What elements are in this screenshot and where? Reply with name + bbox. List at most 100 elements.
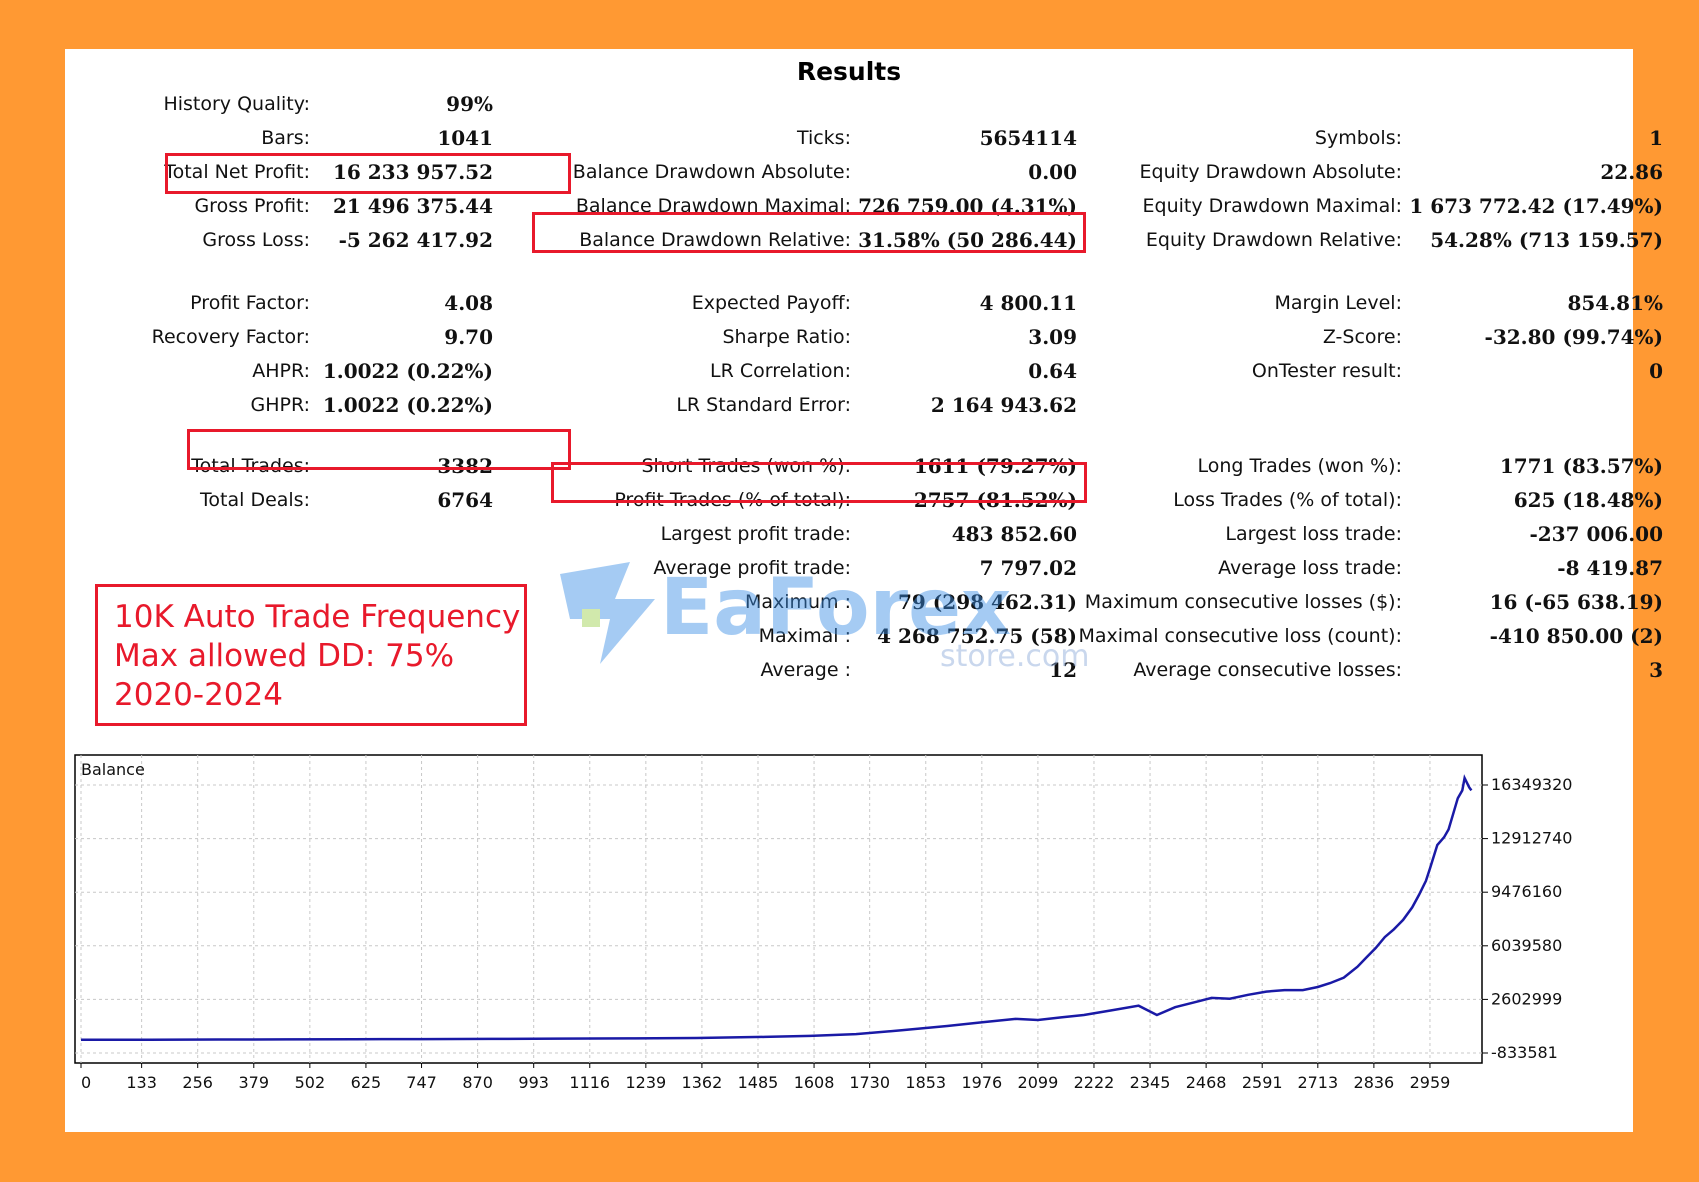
col2-value: 5654114: [979, 126, 1077, 150]
col3-value: 1 673 772.42 (17.49%): [1409, 194, 1663, 218]
x-tick-label: 379: [239, 1073, 270, 1092]
col2-value: 31.58% (50 286.44): [858, 228, 1077, 252]
x-tick-label: 1730: [849, 1073, 890, 1092]
col3-value: 16 (-65 638.19): [1489, 590, 1663, 614]
col3-value: 22.86: [1600, 160, 1663, 184]
col2-value: 0.64: [1028, 359, 1077, 383]
balance-series-line: [81, 774, 1473, 1042]
col3-label: Average loss trade:: [1218, 557, 1402, 579]
plot-frame: [74, 754, 1483, 1064]
x-tick-label: 0: [81, 1073, 91, 1092]
note-line-3: 2020-2024: [114, 677, 283, 713]
x-tick-label: 1239: [625, 1073, 666, 1092]
col1-value: 3382: [437, 454, 493, 478]
col2-value: 7 797.02: [979, 556, 1077, 580]
col1-label: AHPR:: [252, 360, 310, 382]
col2-value: 12: [1049, 658, 1077, 682]
col3-value: 3: [1649, 658, 1663, 682]
col3-label: Margin Level:: [1274, 292, 1403, 314]
x-tick-label: 256: [182, 1073, 213, 1092]
highlight-profit-trades: [551, 462, 1087, 503]
x-axis-ticks: 0 133 256 379 502 625 747 870 993 1116 1239 1362 148…: [80, 1063, 1451, 1092]
col3-label: Maximum consecutive losses ($):: [1084, 591, 1402, 613]
highlight-total-net-profit: [165, 153, 571, 194]
x-tick-label: 2836: [1354, 1073, 1395, 1092]
x-tick-label: 2345: [1130, 1073, 1171, 1092]
report-panel: Results History Quality: 99% Bars: 1041 Tota…: [65, 49, 1663, 1132]
x-tick-label: 1976: [961, 1073, 1002, 1092]
col2-label: Maximum :: [744, 591, 851, 613]
col2-label: Average :: [760, 659, 851, 681]
col2-label: Balance Drawdown Maximal:: [575, 195, 851, 217]
col3-value: 1: [1649, 126, 1663, 150]
col1-value: -5 262 417.92: [338, 228, 493, 252]
col2-label: Sharpe Ratio:: [722, 326, 851, 348]
col1-label: Profit Factor:: [190, 292, 310, 314]
col1-label: Total Trades:: [191, 455, 310, 477]
col3-value: 1771 (83.57%): [1499, 454, 1663, 478]
col3-label: Loss Trades (% of total):: [1173, 489, 1402, 511]
history-quality-label: History Quality:: [163, 93, 310, 115]
col2-label: Average profit trade:: [653, 557, 851, 579]
col2-value: 4 268 752.75 (58): [877, 624, 1077, 648]
col1-value: 6764: [437, 488, 493, 512]
x-tick-label: 1116: [569, 1073, 610, 1092]
col2-label: Short Trades (won %):: [641, 455, 851, 477]
x-tick-label: 1362: [682, 1073, 723, 1092]
col1-label: Gross Profit:: [194, 195, 310, 217]
col1-value: 9.70: [444, 325, 493, 349]
col3-label: Z-Score:: [1322, 326, 1402, 348]
col1-value: 4.08: [444, 291, 493, 315]
x-tick-label: 870: [462, 1073, 493, 1092]
col1-label: Recovery Factor:: [151, 326, 310, 348]
col2-value: 4 800.11: [979, 291, 1077, 315]
col3-label: OnTester result:: [1251, 360, 1402, 382]
col2-label: Balance Drawdown Absolute:: [572, 161, 851, 183]
col1-value: 1.0022 (0.22%): [322, 359, 493, 383]
x-tick-label: 1608: [794, 1073, 835, 1092]
col3-value: -32.80 (99.74%): [1484, 325, 1663, 349]
col3-label: Average consecutive losses:: [1133, 659, 1402, 681]
y-tick-label: 2602999: [1491, 989, 1562, 1008]
chart-title: Balance: [81, 760, 145, 779]
col3-label: Long Trades (won %):: [1197, 455, 1402, 477]
chart-grid: [75, 755, 1482, 1063]
col2-label: Ticks:: [796, 127, 851, 149]
col3-label: Equity Drawdown Relative:: [1145, 229, 1402, 251]
x-tick-label: 2713: [1297, 1073, 1338, 1092]
x-tick-label: 2099: [1018, 1073, 1059, 1092]
col2-label: LR Standard Error:: [676, 394, 851, 416]
col3-label: Largest loss trade:: [1225, 523, 1402, 545]
col2-value: 3.09: [1028, 325, 1077, 349]
col3-value: 625 (18.48%): [1513, 488, 1663, 512]
col3-label: Symbols:: [1314, 127, 1402, 149]
x-tick-label: 2222: [1074, 1073, 1115, 1092]
history-quality-value: 99%: [446, 92, 493, 116]
col1-value: 16 233 957.52: [332, 160, 493, 184]
col2-label: Largest profit trade:: [660, 523, 851, 545]
col1-value: 1.0022 (0.22%): [322, 393, 493, 417]
col2-value: 483 852.60: [951, 522, 1077, 546]
y-tick-label: 9476160: [1491, 882, 1562, 901]
col1-value: 21 496 375.44: [332, 194, 493, 218]
col3-value: 54.28% (713 159.57): [1430, 228, 1663, 252]
x-tick-label: 2959: [1410, 1073, 1451, 1092]
col3-label: Equity Drawdown Absolute:: [1139, 161, 1403, 183]
y-tick-label: 16349320: [1491, 775, 1572, 794]
col1-label: Total Net Profit:: [164, 161, 310, 183]
col3-value: -237 006.00: [1529, 522, 1663, 546]
col2-label: Expected Payoff:: [691, 292, 851, 314]
y-tick-label: 6039580: [1491, 936, 1562, 955]
x-tick-label: 2591: [1242, 1073, 1283, 1092]
x-tick-label: 1853: [905, 1073, 946, 1092]
col1-label: Gross Loss:: [202, 229, 310, 251]
x-tick-label: 625: [351, 1073, 382, 1092]
x-tick-label: 2468: [1186, 1073, 1227, 1092]
col2-label: LR Correlation:: [710, 360, 851, 382]
col3-value: 0: [1649, 359, 1663, 383]
y-tick-label: 12912740: [1491, 829, 1572, 848]
col1-value: 1041: [437, 126, 493, 150]
col3-value: -8 419.87: [1557, 556, 1663, 580]
note-line-2: Max allowed DD: 75%: [114, 638, 455, 674]
col1-label: Bars:: [261, 127, 310, 149]
